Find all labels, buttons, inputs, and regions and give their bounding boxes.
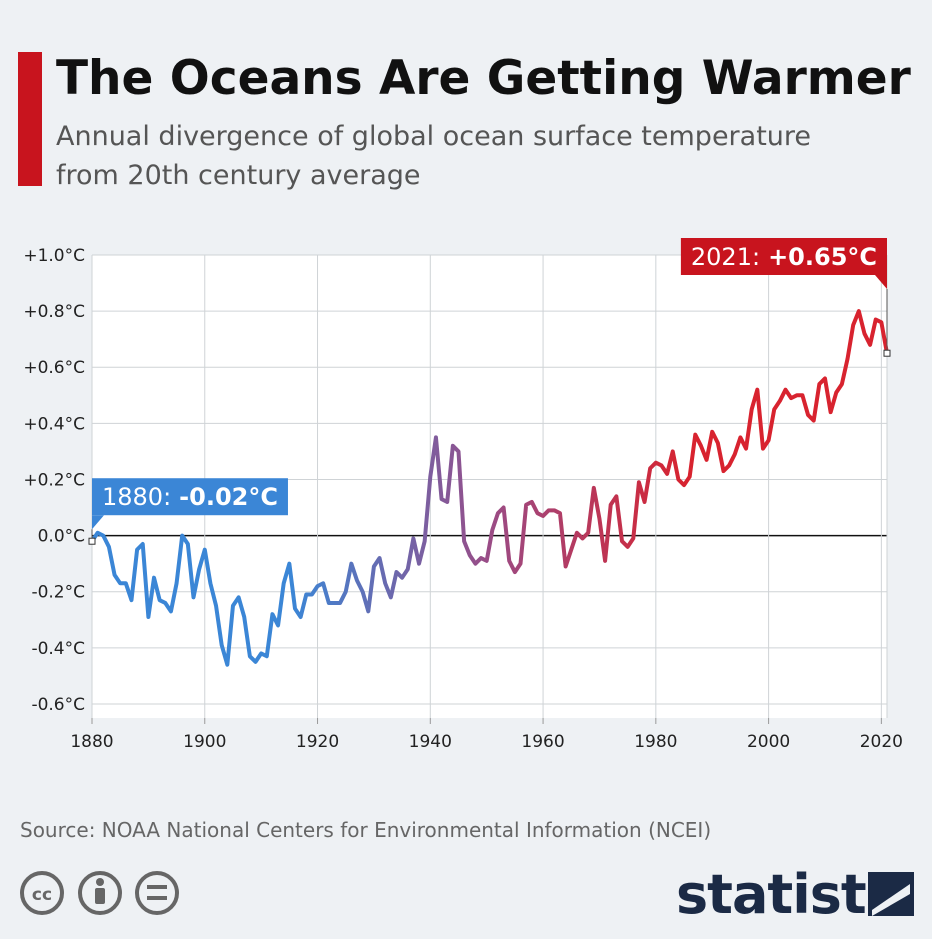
y-tick-label: +0.6°C [23, 358, 85, 378]
x-tick-label: 1940 [409, 732, 452, 752]
icon-by-head [96, 878, 104, 886]
y-tick-label: 0.0°C [38, 527, 85, 547]
source: Source: NOAA National Centers for Enviro… [20, 818, 711, 842]
y-tick-label: -0.6°C [31, 695, 85, 715]
y-tick-label: -0.2°C [31, 583, 85, 603]
annotation-year: 2021: [691, 243, 760, 271]
logo-stripe [872, 884, 910, 916]
x-tick-label: 2020 [860, 732, 903, 752]
y-tick-label: -0.4°C [31, 639, 85, 659]
subtitle: Annual divergence of global ocean surfac… [56, 121, 811, 152]
annotation-pointer [92, 515, 104, 530]
end-marker [883, 349, 891, 357]
license-icons: cc [20, 871, 179, 915]
icon-nd-bar [147, 885, 167, 889]
icon-cc-label: cc [32, 885, 52, 905]
icon-by-body [95, 888, 105, 904]
x-tick-label: 1900 [183, 732, 226, 752]
annotation-pointer [875, 275, 887, 289]
x-tick-label: 1980 [634, 732, 677, 752]
y-tick-label: +0.8°C [23, 302, 85, 322]
annotation-box [680, 238, 887, 275]
title-accent [18, 52, 42, 186]
brand-logo [868, 872, 914, 916]
plot: 1880: -0.02°C 2021: +0.65°C [88, 238, 891, 667]
data-line [90, 309, 889, 667]
y-tick-label: +0.2°C [23, 470, 85, 490]
icon-by [78, 871, 122, 915]
chart-title: The Oceans Are Getting Warmer [56, 51, 912, 106]
annotation-year: 1880: [102, 483, 171, 511]
icon-cc [20, 871, 64, 915]
annotation: 1880: -0.02°C [88, 478, 288, 545]
annotation-value: +0.65°C [768, 243, 877, 271]
x-tick-label: 1920 [296, 732, 339, 752]
annotation-box [92, 478, 288, 516]
icon-nd-bar [147, 896, 167, 900]
end-marker [88, 537, 96, 545]
icon-nd [135, 871, 179, 915]
y-tick-label: +0.4°C [23, 414, 85, 434]
subtitle: from 20th century average [56, 160, 421, 191]
x-tick-label: 1960 [521, 732, 564, 752]
x-tick-label: 2000 [747, 732, 790, 752]
annotation-value: -0.02°C [179, 483, 278, 511]
x-tick-label: 1880 [70, 732, 113, 752]
annotation: 2021: +0.65°C [680, 238, 891, 357]
brand: statista [676, 863, 901, 926]
y-tick-label: +1.0°C [23, 246, 85, 266]
